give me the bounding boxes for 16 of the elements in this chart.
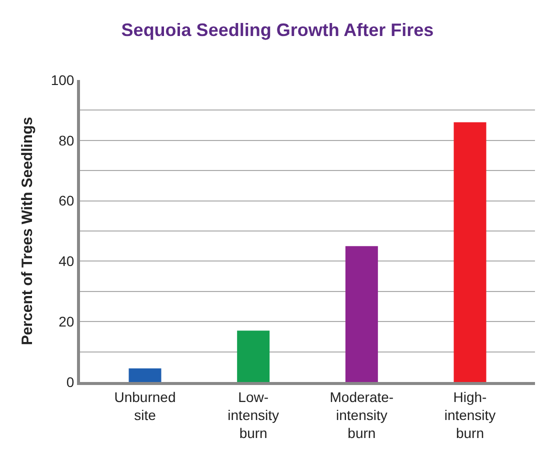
y-tick-label: 40: [58, 253, 74, 270]
x-tick-label: Moderate-intensity burn: [330, 388, 394, 442]
y-tick-label: 20: [58, 314, 74, 330]
x-tick-label: High-intensity burn: [444, 388, 496, 442]
y-tick-label: 60: [58, 192, 74, 209]
y-tick-label: 80: [58, 132, 74, 148]
y-axis-title: Percent of Trees With Seedlings: [19, 116, 36, 346]
bar: [128, 368, 162, 382]
x-tick-label: Unburned site: [114, 388, 176, 423]
bar: [237, 330, 270, 382]
chart-title: Sequoia Seedling Growth After Fires: [121, 20, 434, 40]
y-tick-label: 100: [50, 72, 74, 88]
bar: [454, 122, 486, 382]
y-tick-label: 0: [66, 374, 74, 390]
x-tick-label: Low-intensity burn: [228, 388, 280, 442]
bar: [345, 246, 378, 382]
